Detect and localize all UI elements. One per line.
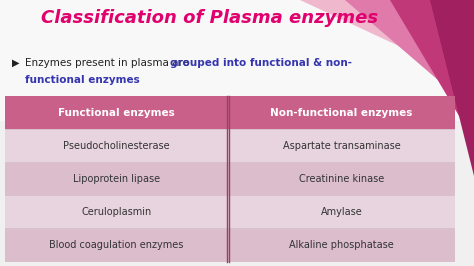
FancyBboxPatch shape [5, 96, 455, 262]
Text: Aspartate transaminase: Aspartate transaminase [283, 141, 401, 151]
Text: Non-functional enzymes: Non-functional enzymes [270, 108, 413, 118]
Polygon shape [345, 0, 474, 111]
Text: Classification of Plasma enzymes: Classification of Plasma enzymes [41, 9, 379, 27]
FancyBboxPatch shape [0, 0, 474, 121]
Polygon shape [350, 0, 474, 46]
Text: grouped into functional & non-: grouped into functional & non- [170, 58, 352, 68]
Text: Alkaline phosphatase: Alkaline phosphatase [289, 240, 394, 250]
FancyBboxPatch shape [228, 163, 455, 195]
Text: functional enzymes: functional enzymes [25, 75, 140, 85]
FancyBboxPatch shape [5, 230, 228, 261]
Text: Lipoprotein lipase: Lipoprotein lipase [73, 174, 160, 184]
FancyBboxPatch shape [228, 96, 455, 129]
FancyBboxPatch shape [228, 196, 455, 228]
FancyBboxPatch shape [228, 130, 455, 162]
Polygon shape [390, 0, 474, 141]
FancyBboxPatch shape [5, 196, 228, 228]
Text: Functional enzymes: Functional enzymes [58, 108, 175, 118]
Text: Amylase: Amylase [320, 207, 363, 217]
Text: Blood coagulation enzymes: Blood coagulation enzymes [49, 240, 184, 250]
FancyBboxPatch shape [5, 163, 228, 195]
Text: Enzymes present in plasma are: Enzymes present in plasma are [25, 58, 192, 68]
Text: Pseudocholinesterase: Pseudocholinesterase [63, 141, 170, 151]
FancyBboxPatch shape [5, 130, 228, 162]
Text: Ceruloplasmin: Ceruloplasmin [82, 207, 152, 217]
FancyBboxPatch shape [5, 96, 228, 129]
Polygon shape [430, 0, 474, 176]
FancyBboxPatch shape [228, 230, 455, 261]
Polygon shape [400, 0, 474, 56]
Text: Creatinine kinase: Creatinine kinase [299, 174, 384, 184]
Polygon shape [300, 0, 474, 81]
Text: ▶: ▶ [12, 58, 19, 68]
